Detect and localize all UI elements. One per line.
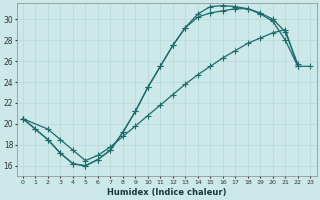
X-axis label: Humidex (Indice chaleur): Humidex (Indice chaleur) — [107, 188, 226, 197]
